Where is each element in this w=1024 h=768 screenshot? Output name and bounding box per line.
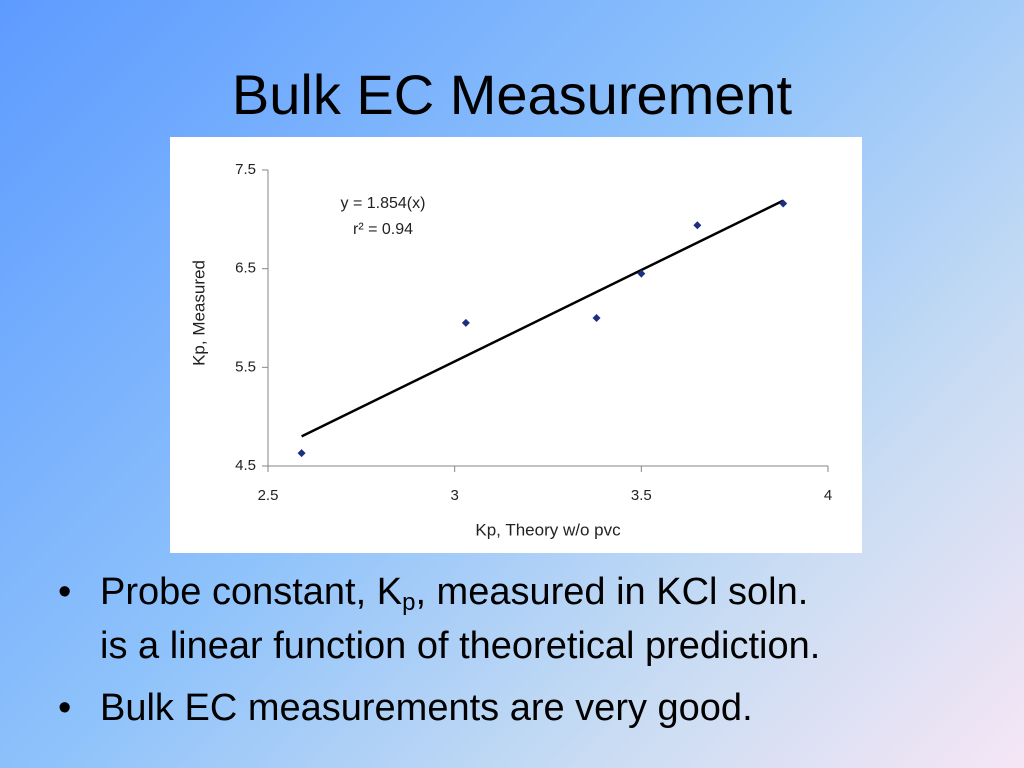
x-tick-label: 2.5 [258, 487, 279, 504]
point [779, 199, 788, 208]
x-axis-label: Kp, Theory w/o pvc [475, 520, 621, 539]
bullet: Probe constant, Kp, measured in KCl soln… [58, 565, 820, 673]
bullet: Bulk EC measurements are very good. [58, 681, 820, 735]
bullet-text: Bulk EC measurements are very good. [100, 687, 753, 729]
point [592, 314, 601, 322]
x-tick-label: 3 [450, 487, 458, 504]
y-tick-label: 5.5 [235, 358, 256, 375]
point [461, 318, 470, 327]
x-tick-label: 3.5 [631, 487, 652, 504]
annotation: r² = 0.94 [353, 221, 413, 238]
slide-title: Bulk EC Measurement [231, 63, 793, 126]
point [693, 221, 702, 230]
x-tick-label: 4 [824, 487, 832, 504]
bullet-text: is a linear function of theoretical pred… [100, 625, 821, 667]
y-axis-label: Kp, Measured [189, 260, 208, 366]
annotation: y = 1.854(x) [341, 195, 426, 212]
bullet-text: , measured in KCl soln. [415, 571, 809, 613]
bullet-text: Probe constant, K [100, 571, 403, 613]
y-tick-label: 4.5 [235, 457, 256, 474]
chart-panel [170, 137, 862, 553]
y-tick-label: 7.5 [235, 161, 256, 178]
y-tick-label: 6.5 [235, 260, 256, 277]
bullet-list: Probe constant, Kp, measured in KCl soln… [58, 565, 820, 743]
chart: Kp, Theory w/o pvc Kp, Measured y = 1.85… [170, 137, 862, 553]
subscript: p [402, 589, 416, 616]
point [297, 449, 306, 458]
trendline [301, 199, 784, 438]
point [637, 269, 646, 278]
